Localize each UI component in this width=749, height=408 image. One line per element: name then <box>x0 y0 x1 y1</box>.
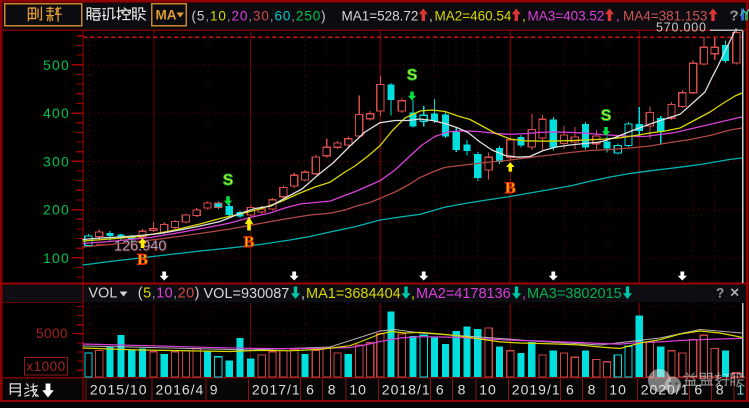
svg-text:300: 300 <box>43 153 70 169</box>
svg-text:VOL: VOL <box>88 286 117 302</box>
svg-text:(5,10,20,30,60,250): (5,10,20,30,60,250) <box>192 9 327 24</box>
svg-text:10: 10 <box>479 382 497 398</box>
svg-text:10: 10 <box>349 382 367 398</box>
svg-text:5000: 5000 <box>36 326 68 341</box>
svg-text:8: 8 <box>588 382 597 398</box>
svg-text:,: , <box>522 286 526 302</box>
svg-text:MA1=528.72: MA1=528.72 <box>342 9 419 24</box>
svg-text:8: 8 <box>458 382 467 398</box>
svg-text:MA3=403.52: MA3=403.52 <box>528 9 605 24</box>
svg-text:B: B <box>505 180 516 197</box>
svg-text:,: , <box>411 286 415 302</box>
svg-text:,: , <box>522 9 526 24</box>
svg-text:570.000: 570.000 <box>656 21 707 35</box>
svg-text:MA4=381.153: MA4=381.153 <box>623 9 707 24</box>
svg-text:6: 6 <box>436 382 445 398</box>
svg-text:(5,10,20): (5,10,20) <box>138 286 200 302</box>
svg-text:S: S <box>223 172 233 189</box>
svg-text:2015/10: 2015/10 <box>90 382 148 398</box>
svg-text:B: B <box>244 234 255 251</box>
svg-text:9: 9 <box>210 382 219 398</box>
svg-text:MA3=3802015: MA3=3802015 <box>527 286 622 302</box>
svg-text:1: 1 <box>737 382 746 398</box>
svg-text:500: 500 <box>43 57 70 73</box>
svg-text:200: 200 <box>43 202 70 218</box>
svg-text:S: S <box>601 108 611 125</box>
svg-text:2017/1: 2017/1 <box>252 382 301 398</box>
svg-text:?: ? <box>730 8 739 25</box>
svg-text:S: S <box>407 67 417 84</box>
svg-text:MA: MA <box>156 8 177 23</box>
svg-text:2019/1: 2019/1 <box>512 382 561 398</box>
svg-text:S: S <box>601 108 611 125</box>
svg-text:x1000: x1000 <box>26 359 65 374</box>
svg-text:6: 6 <box>566 382 575 398</box>
svg-text:2016/4: 2016/4 <box>156 382 205 398</box>
svg-text:VOL=930087: VOL=930087 <box>204 286 290 302</box>
svg-text:100: 100 <box>43 250 70 266</box>
svg-text:6: 6 <box>694 382 703 398</box>
svg-text:×: × <box>730 285 739 302</box>
svg-text:400: 400 <box>43 105 70 121</box>
svg-text:S: S <box>407 67 417 84</box>
svg-text:6: 6 <box>306 382 315 398</box>
svg-text:10: 10 <box>609 382 627 398</box>
svg-text:8: 8 <box>716 382 725 398</box>
svg-text:B: B <box>137 252 148 269</box>
svg-text:MA2=4178136: MA2=4178136 <box>416 286 511 302</box>
svg-text:,: , <box>616 9 620 24</box>
svg-text:MA1=3684404: MA1=3684404 <box>306 286 401 302</box>
svg-text:8: 8 <box>328 382 337 398</box>
svg-text:,: , <box>429 9 433 24</box>
svg-text:MA2=460.54: MA2=460.54 <box>435 9 512 24</box>
svg-text:2018/1: 2018/1 <box>382 382 431 398</box>
svg-text:S: S <box>223 172 233 189</box>
svg-text:,: , <box>301 286 305 302</box>
svg-text:?: ? <box>716 286 724 301</box>
svg-text:126.940: 126.940 <box>114 239 166 255</box>
